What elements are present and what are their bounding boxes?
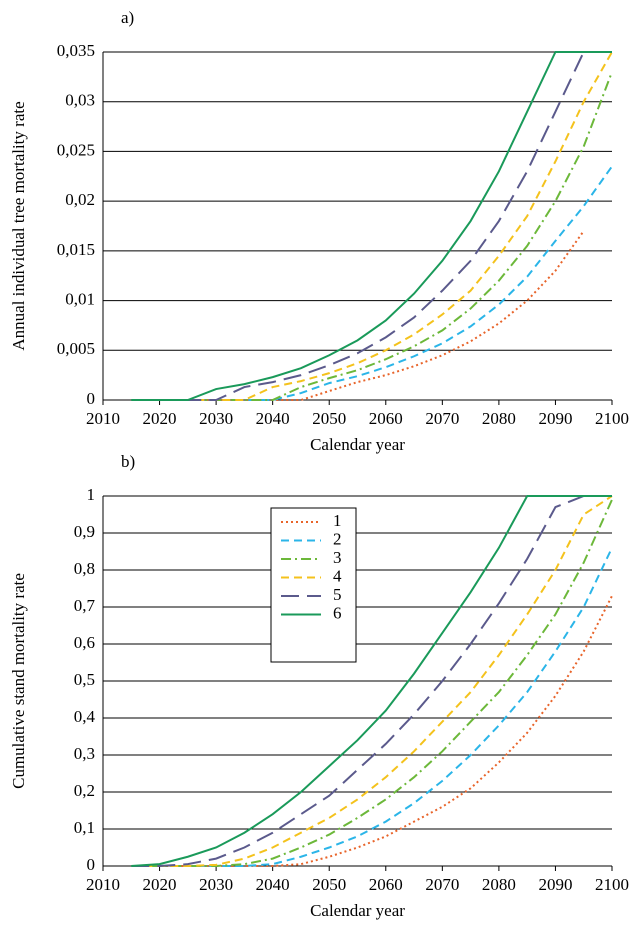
legend-label: 1 (333, 511, 342, 530)
x-tick-label: 2100 (595, 409, 629, 428)
x-tick-label: 2030 (199, 875, 233, 894)
y-axis-label: Annual individual tree mortality rate (9, 101, 28, 350)
x-tick-label: 2070 (425, 875, 459, 894)
x-tick-label: 2050 (312, 875, 346, 894)
x-axis-label: Calendar year (310, 901, 405, 920)
y-tick-label: 0,035 (57, 41, 95, 60)
legend-label: 6 (333, 603, 342, 622)
x-tick-label: 2090 (538, 409, 572, 428)
y-tick-label: 0,2 (74, 781, 95, 800)
x-tick-label: 2020 (143, 409, 177, 428)
x-tick-label: 2040 (256, 409, 290, 428)
x-tick-label: 2010 (86, 875, 120, 894)
panel-label: b) (121, 452, 135, 471)
x-tick-label: 2080 (482, 875, 516, 894)
legend-label: 5 (333, 585, 342, 604)
y-tick-label: 0,005 (57, 339, 95, 358)
series-line (131, 495, 612, 867)
legend-label: 4 (333, 566, 342, 585)
y-tick-label: 0,03 (65, 91, 95, 110)
chart: b) 0 0,1 0,2 0,3 0,4 0,5 0,6 0,7 0,8 0,9 1 2010 2020 2… (9, 452, 629, 920)
x-tick-label: 2040 (256, 875, 290, 894)
y-tick-label: 0,9 (74, 522, 95, 541)
series-line (131, 51, 612, 401)
y-tick-label: 0 (87, 389, 96, 408)
y-tick-label: 0,3 (74, 744, 95, 763)
series-line (131, 499, 613, 867)
y-tick-label: 0,5 (74, 670, 95, 689)
y-axis-label: Cumulative stand mortality rate (9, 573, 28, 789)
legend-label: 3 (333, 548, 342, 567)
x-tick-label: 2030 (199, 409, 233, 428)
y-tick-label: 0,025 (57, 140, 95, 159)
x-tick-label: 2080 (482, 409, 516, 428)
x-tick-label: 2020 (143, 875, 177, 894)
y-tick-label: 0,1 (74, 818, 95, 837)
x-tick-label: 2010 (86, 409, 120, 428)
x-tick-label: 2070 (425, 409, 459, 428)
x-tick-label: 2090 (538, 875, 572, 894)
y-tick-label: 0,7 (74, 596, 96, 615)
y-tick-label: 1 (87, 485, 96, 504)
y-tick-label: 0,8 (74, 559, 95, 578)
y-tick-label: 0,4 (74, 707, 96, 726)
chart: a) 0 0,005 0,01 0,015 0,02 0,025 0,03 0,035 2010 2… (9, 8, 629, 454)
series-line (131, 547, 613, 867)
x-axis-label: Calendar year (310, 435, 405, 454)
y-tick-label: 0,02 (65, 190, 95, 209)
x-tick-label: 2060 (369, 409, 403, 428)
series-line (131, 51, 612, 401)
legend-box (270, 507, 357, 663)
x-tick-label: 2060 (369, 875, 403, 894)
series-line (131, 230, 585, 401)
y-tick-label: 0,015 (57, 240, 95, 259)
y-tick-label: 0,01 (65, 289, 95, 308)
series-line (131, 495, 613, 867)
panel-label: a) (121, 8, 134, 27)
legend-label: 2 (333, 529, 342, 548)
y-tick-label: 0,6 (74, 633, 95, 652)
series-line (131, 495, 612, 867)
x-tick-label: 2050 (312, 409, 346, 428)
x-tick-label: 2100 (595, 875, 629, 894)
y-tick-label: 0 (87, 855, 96, 874)
